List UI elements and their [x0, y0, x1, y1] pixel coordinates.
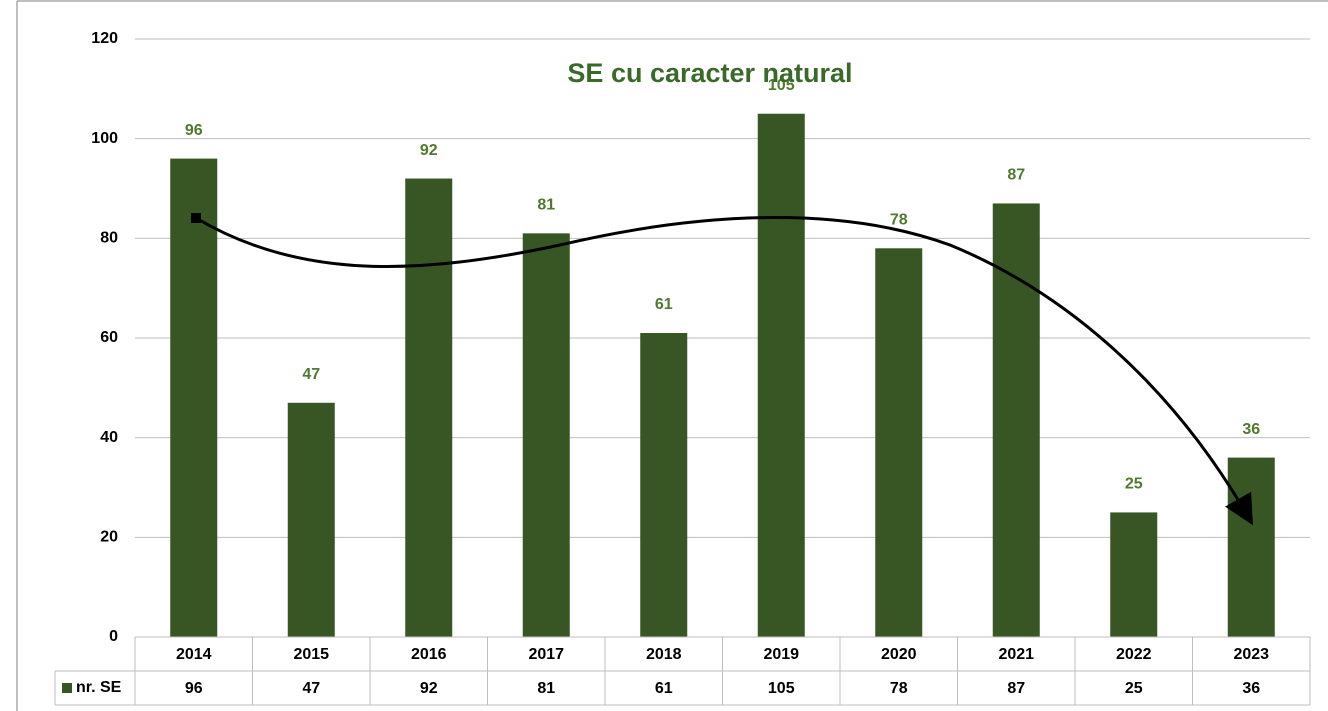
data-label: 47 — [302, 366, 320, 383]
table-value: 105 — [768, 680, 795, 697]
y-tick-label: 100 — [91, 130, 118, 147]
bar — [288, 403, 335, 637]
table-value: 61 — [655, 680, 673, 697]
bar — [405, 179, 452, 637]
table-value: 92 — [420, 680, 438, 697]
x-tick-label: 2015 — [293, 646, 329, 663]
x-tick-label: 2023 — [1233, 646, 1269, 663]
data-label: 36 — [1242, 421, 1260, 438]
x-tick-label: 2019 — [763, 646, 799, 663]
x-tick-label: 2022 — [1116, 646, 1152, 663]
table-value: 36 — [1242, 680, 1260, 697]
trend-arrow — [196, 218, 1250, 520]
data-label: 92 — [420, 142, 438, 159]
data-label: 61 — [655, 296, 673, 313]
chart-title: SE cu caracter natural — [567, 58, 852, 88]
data-label: 81 — [537, 197, 555, 214]
bar — [640, 333, 687, 637]
y-tick-label: 80 — [100, 230, 118, 247]
table-value: 81 — [537, 680, 555, 697]
page: {"chart_data": {"type": "bar", "title": … — [0, 0, 1328, 711]
data-label: 96 — [185, 122, 203, 139]
table-value: 87 — [1007, 680, 1025, 697]
legend-swatch — [62, 683, 72, 693]
x-tick-label: 2014 — [176, 646, 212, 663]
bar — [170, 159, 217, 637]
data-label: 87 — [1007, 167, 1025, 184]
y-tick-label: 40 — [100, 429, 118, 446]
chart: 0 20 40 60 80 100 120 96 47 92 81 61 105 78 87 25 36 SE… — [0, 0, 1328, 711]
table-value: 78 — [890, 680, 908, 697]
table-value: 96 — [185, 680, 203, 697]
bar — [758, 114, 805, 637]
y-tick-label: 20 — [100, 529, 118, 546]
x-tick-label: 2016 — [411, 646, 447, 663]
x-tick-label: 2021 — [998, 646, 1034, 663]
y-tick-label: 60 — [100, 329, 118, 346]
y-tick-label: 0 — [109, 628, 118, 645]
bar — [1110, 512, 1157, 637]
data-label: 78 — [890, 212, 908, 229]
data-label: 25 — [1125, 476, 1143, 493]
data-table: nr. SE 2014 96 2015 47 2016 92 2017 81 2018 61 2019… — [55, 637, 1310, 705]
trend-start — [191, 213, 201, 223]
x-tick-label: 2020 — [881, 646, 917, 663]
x-tick-label: 2018 — [646, 646, 682, 663]
table-value: 25 — [1125, 680, 1143, 697]
bar — [1228, 458, 1275, 637]
bar — [875, 248, 922, 637]
bar — [523, 233, 570, 637]
y-tick-label: 120 — [91, 30, 118, 47]
legend-label: nr. SE — [76, 679, 122, 696]
x-tick-label: 2017 — [528, 646, 564, 663]
table-value: 47 — [302, 680, 320, 697]
